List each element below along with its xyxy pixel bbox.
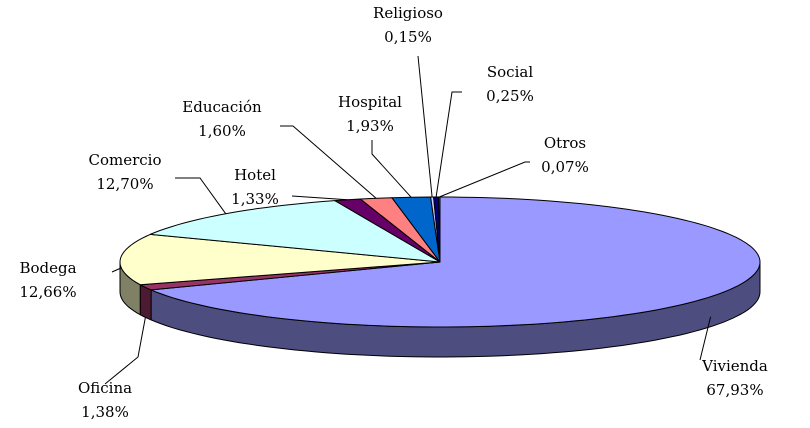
slice-label: Hotel [234, 166, 276, 184]
leader-line [435, 91, 462, 198]
slice-value-label: 1,93% [346, 117, 394, 135]
leader-line [371, 140, 412, 198]
leader-line [280, 125, 377, 199]
slice-label: Educación [182, 98, 262, 116]
slice-label: Oficina [78, 379, 132, 397]
slice-value-label: 12,66% [19, 283, 76, 301]
slice-value-label: 0,25% [486, 87, 534, 105]
leader-line [417, 55, 433, 198]
slice-value-label: 12,70% [96, 175, 153, 193]
slice-label: Vivienda [701, 357, 768, 375]
slice-value-label: 1,33% [231, 190, 279, 208]
slice-value-label: 67,93% [706, 381, 763, 399]
slice-label: Religioso [373, 4, 443, 22]
leader-line [439, 161, 530, 198]
leader-line [175, 177, 227, 214]
slice-label: Otros [544, 134, 586, 152]
leader-line [291, 195, 348, 201]
slice-value-label: 1,60% [198, 122, 246, 140]
leader-line [111, 267, 122, 273]
slice-value-label: 0,07% [541, 158, 589, 176]
slice-value-label: 0,15% [384, 28, 432, 46]
slice-side [139, 284, 152, 321]
slice-label: Comercio [88, 151, 161, 169]
leader-line [104, 317, 146, 385]
slice [150, 196, 761, 328]
slice-label: Hospital [338, 93, 402, 111]
slice-value-label: 1,38% [81, 403, 129, 421]
slice [119, 233, 441, 286]
slice [149, 200, 441, 263]
leader-line [699, 316, 712, 361]
slice-label: Social [487, 63, 533, 81]
slice-label: Bodega [19, 259, 76, 277]
